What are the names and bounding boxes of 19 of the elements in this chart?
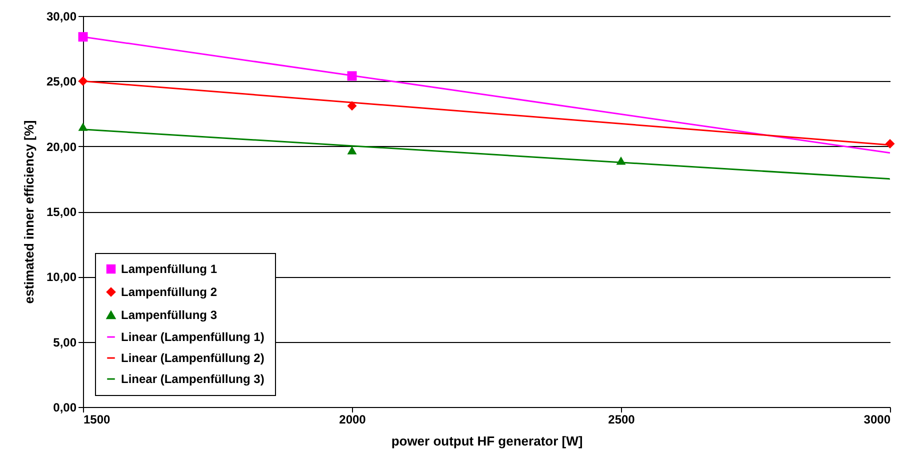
y-axis-title: estimated inner efficiency [%] xyxy=(21,120,36,304)
x-tick-label: 2500 xyxy=(608,412,636,426)
y-tick-label: 10,00 xyxy=(46,270,77,284)
legend-label: Lampenfüllung 2 xyxy=(121,285,218,299)
legend-label: Lampenfüllung 1 xyxy=(121,262,218,276)
y-tick-label: 0,00 xyxy=(53,400,77,414)
y-tick-label: 5,00 xyxy=(53,335,77,350)
x-tick-label: 2000 xyxy=(339,412,366,426)
x-tick-label: 1500 xyxy=(84,412,111,426)
y-tick-label: 30,00 xyxy=(46,10,77,24)
legend-label: Linear (Lampenfüllung 2) xyxy=(121,351,264,365)
y-tick-label: 15,00 xyxy=(46,205,77,219)
y-tick-label: 25,00 xyxy=(46,74,77,89)
y-tick-label: 20,00 xyxy=(46,140,77,154)
x-tick-label: 3000 xyxy=(864,412,891,426)
legend-label: Linear (Lampenfüllung 3) xyxy=(121,372,264,386)
legend-label: Lampenfüllung 3 xyxy=(121,308,218,322)
x-axis-title: power output HF generator [W] xyxy=(391,434,583,448)
legend-label: Linear (Lampenfüllung 1) xyxy=(121,330,264,344)
